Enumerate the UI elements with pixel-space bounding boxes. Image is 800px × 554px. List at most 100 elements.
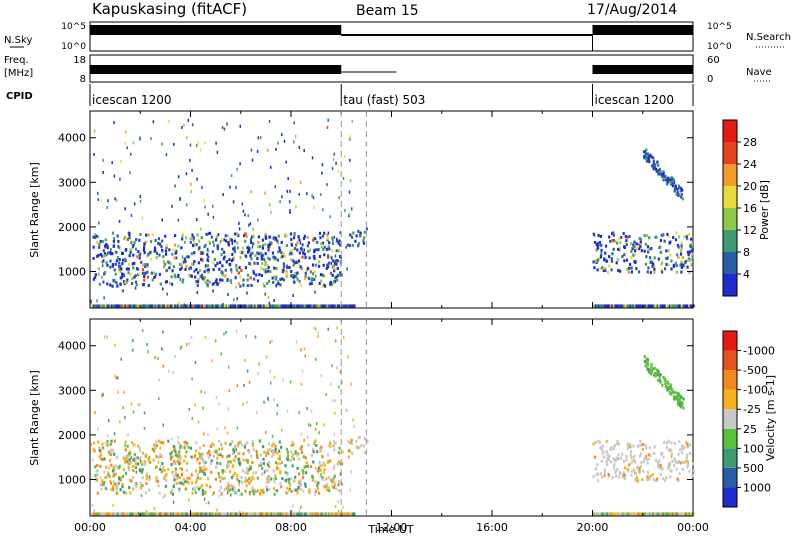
echo-cell	[323, 463, 326, 467]
echo-cell	[662, 170, 665, 174]
echo-scatter	[179, 277, 182, 281]
echo-cell	[146, 254, 149, 258]
echo-cell	[129, 491, 132, 495]
echo-cell	[678, 403, 682, 407]
echo-near-range	[127, 512, 130, 516]
echo-cell	[97, 253, 100, 257]
echo-cell	[181, 232, 184, 236]
echo-cell	[212, 454, 215, 458]
echo-cell	[202, 251, 205, 255]
echo-scatter	[314, 274, 317, 278]
echo-cell	[276, 451, 279, 455]
echo-scatter	[276, 412, 278, 416]
echo-cell	[650, 370, 653, 374]
echo-cell	[92, 277, 96, 281]
echo-cell	[306, 244, 309, 248]
echo-cell	[648, 236, 651, 240]
echo-cell	[97, 440, 100, 444]
echo-cell	[131, 475, 135, 479]
echo-near-range	[159, 512, 162, 516]
echo-near-range	[659, 512, 662, 516]
echo-near-range	[248, 512, 251, 516]
echo-cell	[333, 276, 337, 280]
echo-near-range	[175, 512, 178, 516]
echo-cell	[172, 461, 175, 465]
echo-cell	[145, 233, 148, 237]
nsky-tick-top: 10^5	[61, 22, 86, 32]
echo-cell	[613, 443, 617, 447]
echo-near-range	[125, 304, 128, 308]
echo-cell	[630, 256, 633, 260]
echo-near-range	[647, 304, 650, 308]
echo-cell	[636, 444, 640, 448]
echo-cell	[162, 465, 165, 469]
echo-cell	[132, 266, 135, 270]
echo-cell	[335, 487, 338, 491]
echo-scatter	[195, 218, 198, 222]
echo-near-range	[257, 512, 260, 516]
freq-label: Freq.	[4, 55, 29, 66]
echo-cell	[165, 472, 168, 476]
echo-scatter	[242, 402, 244, 406]
echo-scatter	[192, 237, 195, 241]
echo-near-range	[608, 304, 611, 308]
echo-cell	[170, 275, 173, 279]
echo-scatter	[202, 432, 205, 436]
echo-scatter	[271, 434, 274, 438]
echo-cell	[109, 283, 112, 287]
velocity-colorbar-swatch	[723, 428, 737, 449]
echo-cell	[637, 270, 641, 274]
echo-cell	[216, 246, 219, 250]
echo-cell	[221, 447, 224, 451]
echo-cell	[165, 245, 168, 249]
echo-cell	[97, 267, 100, 271]
echo-near-range	[278, 512, 281, 516]
echo-cell	[665, 263, 668, 267]
echo-cell	[100, 487, 103, 491]
echo-near-range	[270, 512, 273, 516]
echo-near-range	[275, 512, 278, 516]
echo-scatter	[129, 232, 131, 236]
echo-cell	[620, 456, 623, 460]
echo-cell	[112, 244, 115, 248]
echo-cell	[170, 462, 173, 466]
echo-cell	[359, 233, 362, 237]
echo-scatter	[133, 202, 136, 206]
echo-cell	[186, 442, 189, 446]
echo-cell	[290, 269, 293, 273]
echo-near-range	[655, 304, 658, 308]
echo-cell	[183, 257, 186, 261]
echo-cell	[597, 242, 600, 246]
echo-cell	[214, 450, 217, 454]
echo-cell	[299, 479, 302, 483]
echo-cell	[250, 454, 253, 458]
echo-near-range	[137, 304, 140, 308]
echo-cell	[204, 280, 207, 284]
echo-near-range	[190, 304, 193, 308]
echo-cell	[118, 258, 121, 262]
echo-cell	[187, 445, 190, 449]
echo-scatter	[139, 459, 142, 463]
echo-near-range	[121, 512, 124, 516]
echo-cell	[160, 244, 163, 248]
echo-cell	[123, 460, 127, 464]
echo-cell	[595, 248, 598, 252]
echo-cell	[652, 367, 655, 371]
echo-cell	[299, 447, 302, 451]
echo-cell	[689, 250, 692, 254]
echo-near-range	[208, 304, 211, 308]
echo-scatter	[91, 503, 94, 507]
echo-cell	[295, 260, 298, 264]
echo-cell	[273, 480, 276, 484]
echo-cell	[597, 234, 600, 238]
echo-cell	[663, 441, 666, 445]
echo-cell	[174, 275, 177, 279]
echo-cell	[648, 477, 651, 481]
echo-cell	[250, 235, 254, 239]
echo-near-range	[321, 512, 324, 516]
echo-scatter	[203, 198, 206, 202]
echo-cell	[300, 247, 303, 251]
echo-scatter	[158, 378, 160, 382]
echo-cell	[268, 235, 271, 239]
echo-cell	[268, 279, 271, 283]
